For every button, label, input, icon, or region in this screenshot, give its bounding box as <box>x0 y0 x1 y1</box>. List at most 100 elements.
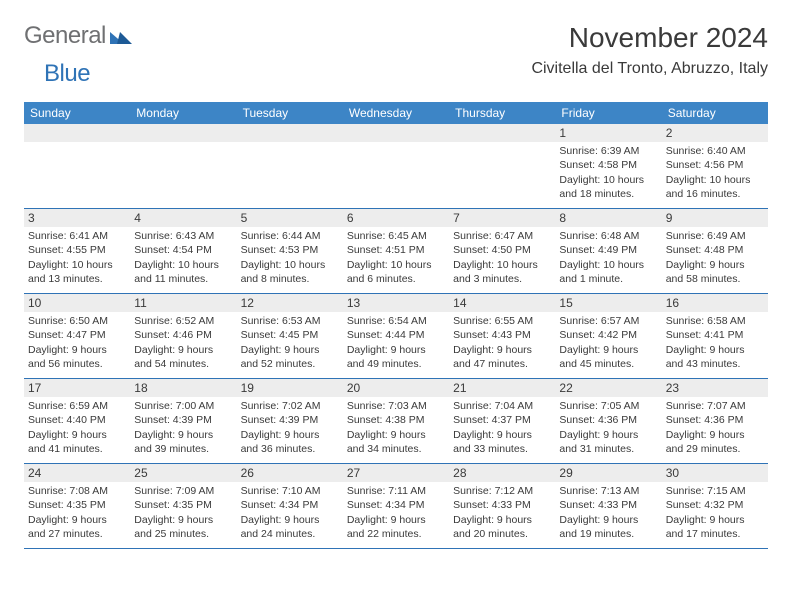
logo: General <box>24 22 134 50</box>
day-detail: Daylight: 9 hours <box>28 428 126 442</box>
day-number: 23 <box>662 379 768 397</box>
day-detail: Sunset: 4:45 PM <box>241 328 339 342</box>
day-number-empty <box>24 124 130 142</box>
day-number: 21 <box>449 379 555 397</box>
day-number: 8 <box>555 209 661 227</box>
day-cell: 13Sunrise: 6:54 AMSunset: 4:44 PMDayligh… <box>343 294 449 378</box>
day-detail: Sunset: 4:40 PM <box>28 413 126 427</box>
day-cell: 20Sunrise: 7:03 AMSunset: 4:38 PMDayligh… <box>343 379 449 463</box>
day-detail: Daylight: 9 hours <box>347 343 445 357</box>
day-detail: Sunset: 4:50 PM <box>453 243 551 257</box>
day-number: 18 <box>130 379 236 397</box>
day-cell: 19Sunrise: 7:02 AMSunset: 4:39 PMDayligh… <box>237 379 343 463</box>
day-detail: Sunrise: 6:47 AM <box>453 229 551 243</box>
day-detail: Daylight: 10 hours <box>559 173 657 187</box>
day-cell: 17Sunrise: 6:59 AMSunset: 4:40 PMDayligh… <box>24 379 130 463</box>
day-detail: and 1 minute. <box>559 272 657 286</box>
day-detail: Sunrise: 7:12 AM <box>453 484 551 498</box>
day-detail: Sunrise: 7:15 AM <box>666 484 764 498</box>
day-detail: Daylight: 9 hours <box>241 513 339 527</box>
day-detail: Daylight: 9 hours <box>241 343 339 357</box>
month-title: November 2024 <box>531 22 768 54</box>
day-detail: and 39 minutes. <box>134 442 232 456</box>
day-detail: Daylight: 9 hours <box>134 343 232 357</box>
day-detail: Sunset: 4:37 PM <box>453 413 551 427</box>
day-detail: Sunset: 4:41 PM <box>666 328 764 342</box>
day-detail: Sunrise: 6:59 AM <box>28 399 126 413</box>
logo-text-general: General <box>24 22 106 50</box>
day-number: 20 <box>343 379 449 397</box>
day-number: 26 <box>237 464 343 482</box>
days-of-week-header: SundayMondayTuesdayWednesdayThursdayFrid… <box>24 102 768 124</box>
day-detail: Sunrise: 6:44 AM <box>241 229 339 243</box>
day-detail: Daylight: 10 hours <box>666 173 764 187</box>
day-detail: Sunrise: 6:53 AM <box>241 314 339 328</box>
day-detail: Sunset: 4:35 PM <box>134 498 232 512</box>
day-number: 10 <box>24 294 130 312</box>
day-detail: and 11 minutes. <box>134 272 232 286</box>
day-number: 30 <box>662 464 768 482</box>
day-detail: and 49 minutes. <box>347 357 445 371</box>
day-cell: 15Sunrise: 6:57 AMSunset: 4:42 PMDayligh… <box>555 294 661 378</box>
day-cell: 4Sunrise: 6:43 AMSunset: 4:54 PMDaylight… <box>130 209 236 293</box>
day-cell: 7Sunrise: 6:47 AMSunset: 4:50 PMDaylight… <box>449 209 555 293</box>
day-detail: and 43 minutes. <box>666 357 764 371</box>
dow-cell: Thursday <box>449 102 555 124</box>
day-detail: and 45 minutes. <box>559 357 657 371</box>
day-detail: Daylight: 10 hours <box>28 258 126 272</box>
day-number: 11 <box>130 294 236 312</box>
day-detail: Sunrise: 7:00 AM <box>134 399 232 413</box>
day-cell: 1Sunrise: 6:39 AMSunset: 4:58 PMDaylight… <box>555 124 661 208</box>
day-detail: Daylight: 9 hours <box>134 513 232 527</box>
day-cell: 10Sunrise: 6:50 AMSunset: 4:47 PMDayligh… <box>24 294 130 378</box>
week-row: 24Sunrise: 7:08 AMSunset: 4:35 PMDayligh… <box>24 464 768 549</box>
day-detail: Sunset: 4:49 PM <box>559 243 657 257</box>
day-detail: Sunrise: 6:39 AM <box>559 144 657 158</box>
day-cell: 6Sunrise: 6:45 AMSunset: 4:51 PMDaylight… <box>343 209 449 293</box>
dow-cell: Wednesday <box>343 102 449 124</box>
day-detail: and 36 minutes. <box>241 442 339 456</box>
day-cell: 22Sunrise: 7:05 AMSunset: 4:36 PMDayligh… <box>555 379 661 463</box>
day-detail: Sunset: 4:47 PM <box>28 328 126 342</box>
day-detail: Sunrise: 7:07 AM <box>666 399 764 413</box>
day-number: 2 <box>662 124 768 142</box>
day-cell: 9Sunrise: 6:49 AMSunset: 4:48 PMDaylight… <box>662 209 768 293</box>
day-detail: and 29 minutes. <box>666 442 764 456</box>
day-cell <box>130 124 236 208</box>
day-detail: Daylight: 10 hours <box>453 258 551 272</box>
day-cell: 11Sunrise: 6:52 AMSunset: 4:46 PMDayligh… <box>130 294 236 378</box>
day-detail: Sunset: 4:54 PM <box>134 243 232 257</box>
day-detail: Daylight: 9 hours <box>28 513 126 527</box>
day-detail: and 6 minutes. <box>347 272 445 286</box>
day-number: 14 <box>449 294 555 312</box>
day-detail: and 8 minutes. <box>241 272 339 286</box>
day-number: 5 <box>237 209 343 227</box>
day-detail: Sunset: 4:34 PM <box>347 498 445 512</box>
logo-triangle-icon <box>110 28 132 44</box>
day-detail: Daylight: 9 hours <box>453 343 551 357</box>
day-detail: Daylight: 9 hours <box>666 343 764 357</box>
day-detail: Daylight: 9 hours <box>666 258 764 272</box>
title-block: November 2024 Civitella del Tronto, Abru… <box>531 22 768 78</box>
day-number: 16 <box>662 294 768 312</box>
day-detail: Sunrise: 6:55 AM <box>453 314 551 328</box>
day-detail: Sunrise: 7:05 AM <box>559 399 657 413</box>
day-detail: Daylight: 9 hours <box>559 428 657 442</box>
day-detail: and 56 minutes. <box>28 357 126 371</box>
day-cell: 2Sunrise: 6:40 AMSunset: 4:56 PMDaylight… <box>662 124 768 208</box>
day-detail: Sunrise: 6:45 AM <box>347 229 445 243</box>
day-number: 3 <box>24 209 130 227</box>
day-detail: Sunrise: 6:54 AM <box>347 314 445 328</box>
dow-cell: Tuesday <box>237 102 343 124</box>
day-detail: Sunset: 4:38 PM <box>347 413 445 427</box>
day-detail: and 24 minutes. <box>241 527 339 541</box>
dow-cell: Monday <box>130 102 236 124</box>
day-detail: and 19 minutes. <box>559 527 657 541</box>
day-number: 28 <box>449 464 555 482</box>
day-detail: Daylight: 9 hours <box>666 428 764 442</box>
day-detail: and 58 minutes. <box>666 272 764 286</box>
day-detail: Sunrise: 6:43 AM <box>134 229 232 243</box>
day-detail: and 52 minutes. <box>241 357 339 371</box>
day-detail: Sunrise: 7:09 AM <box>134 484 232 498</box>
day-detail: Sunset: 4:46 PM <box>134 328 232 342</box>
